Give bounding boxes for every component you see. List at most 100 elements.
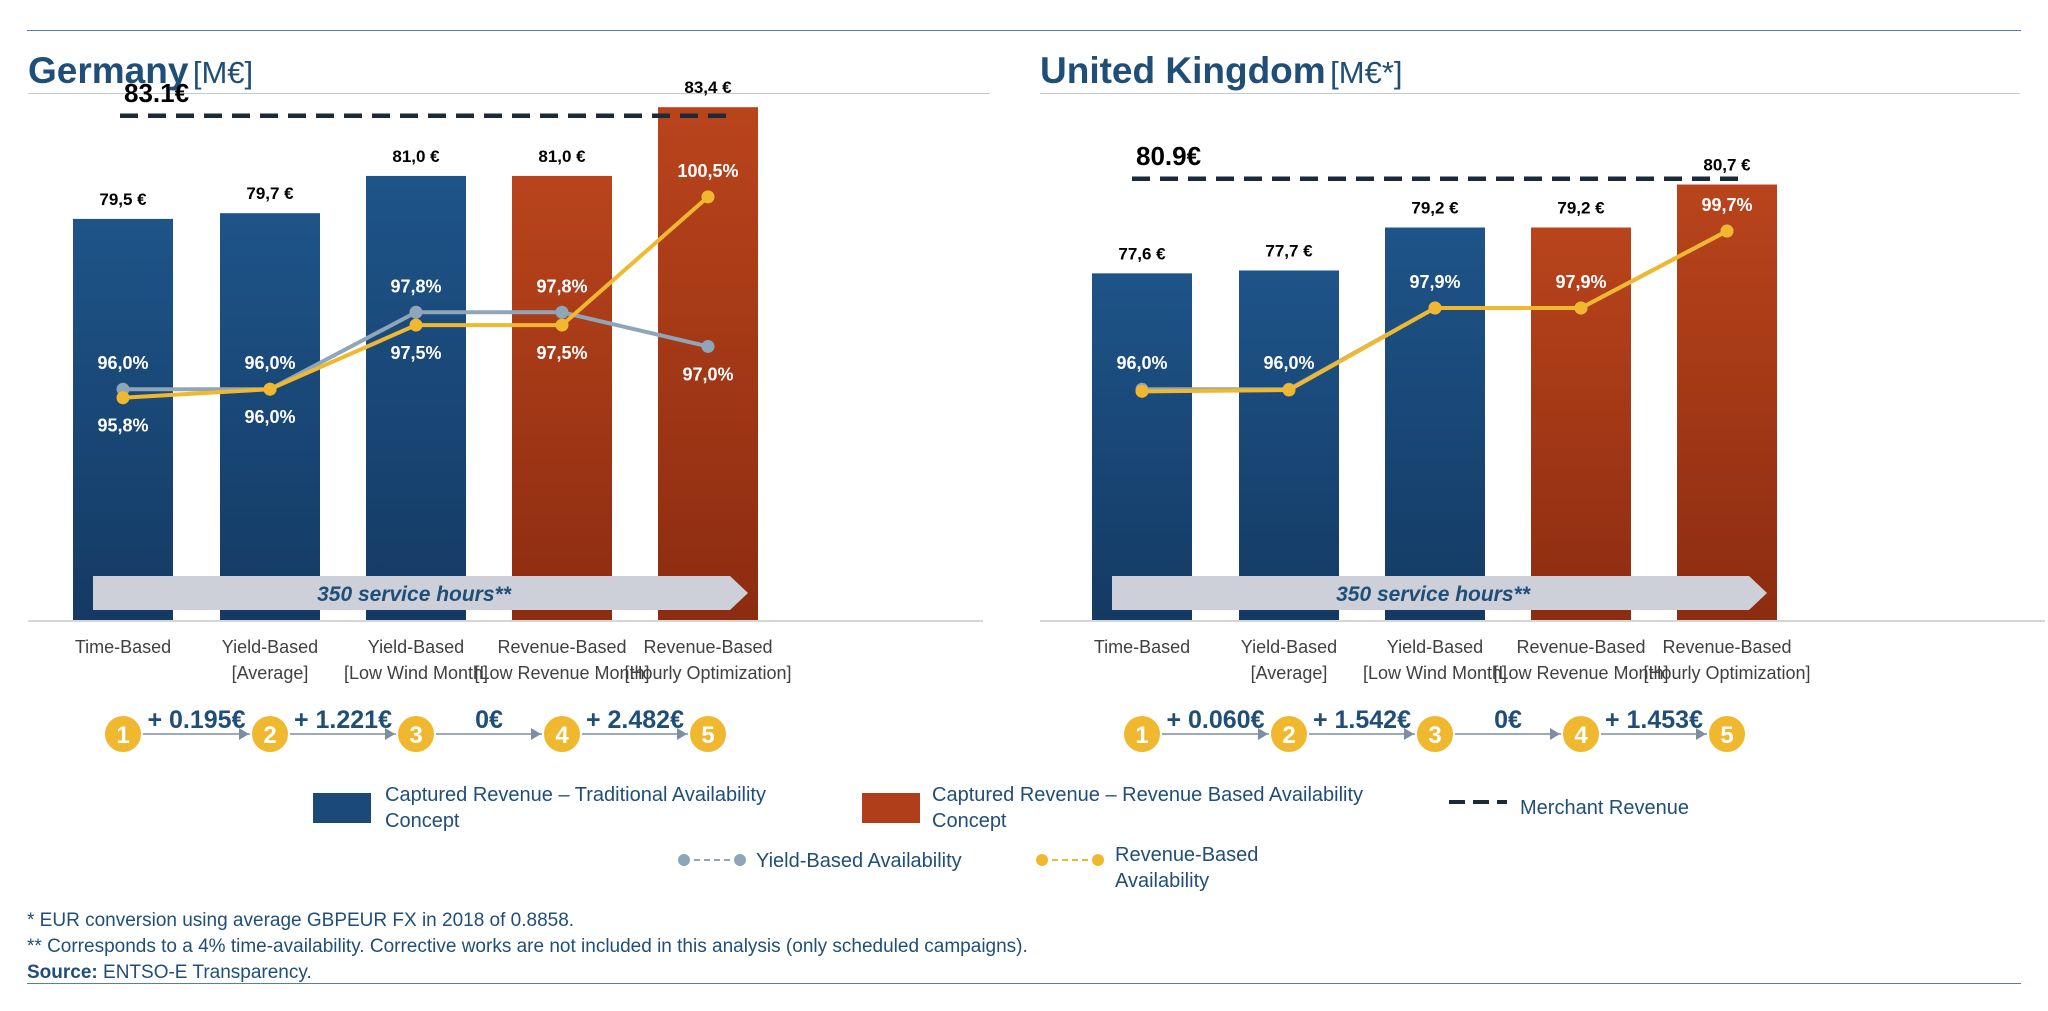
bar-value-label: 79,5 € [99,190,147,209]
germany-chart-panel: Germany [M€] 79,5 € 79,7 € 81,0 € 81,0 € 83,… [28,50,1028,754]
category-label: [Average] [1251,663,1328,683]
step-marker [396,714,436,754]
footnotes: * EUR conversion using average GBPEUR FX… [27,908,1028,986]
availability-label: 97,8% [390,276,441,296]
legend-swatch-revenue-based [862,793,920,823]
yield-availability-point [701,339,715,353]
bar-value-label: 81,0 € [538,147,586,166]
step-marker [1415,714,1455,754]
revenue-availability-point [555,318,569,332]
category-label: Yield-Based [1387,637,1483,657]
step-marker [1122,714,1162,754]
step-delta-label: + 0.195€ [147,706,245,734]
step-marker [103,714,143,754]
legend-swatch-revenue-line [1036,854,1104,866]
step-number: 3 [1428,722,1441,749]
bar-value-label: 77,6 € [1118,244,1166,263]
bar-value-label: 77,7 € [1265,241,1313,260]
availability-label: 95,8% [97,416,148,436]
panel-title-unit: [M€*] [1330,55,1403,90]
revenue-availability-point [1574,301,1588,315]
bar-revenue-based [512,175,612,620]
category-label: [Average] [232,663,309,683]
availability-label: 97,5% [390,343,441,363]
step-marker [1561,714,1601,754]
step-arrowhead [677,728,687,740]
chart-legend: Captured Revenue – Traditional Availabil… [0,760,2048,900]
availability-label: 96,0% [97,353,148,373]
source-label: Source: [27,962,98,983]
step-arrowhead [1550,728,1560,740]
bar-traditional [73,218,173,620]
category-label: Yield-Based [222,637,318,657]
revenue-availability-point [1720,224,1734,238]
title-underline [28,93,990,94]
availability-label: 96,0% [1263,353,1314,373]
availability-label: 97,5% [536,343,587,363]
category-label: Yield-Based [368,637,464,657]
bar-traditional [220,213,320,620]
footnote-source: Source: ENTSO-E Transparency. [27,960,1028,986]
category-label: Time-Based [1094,637,1190,657]
step-number: 1 [116,722,129,749]
step-arrowhead [1404,728,1414,740]
revenue-availability-point [1428,301,1442,315]
bar-value-label: 79,2 € [1411,199,1459,218]
step-delta-label: 0€ [1494,706,1522,734]
step-arrowhead [385,728,395,740]
source-value: ENTSO-E Transparency. [97,962,312,983]
step-number: 5 [701,722,714,749]
step-number: 4 [1574,722,1588,749]
category-label: [Low Wind Month] [344,663,488,683]
availability-label: 99,7% [1701,195,1752,215]
step-marker [542,714,582,754]
availability-label: 97,9% [1409,272,1460,292]
step-delta-label: + 1.453€ [1605,706,1703,734]
step-number: 3 [409,722,422,749]
availability-label: 97,0% [682,364,733,384]
legend-label-revenue-based: Captured Revenue – Revenue Based Availab… [932,784,1364,832]
category-label: Revenue-Based [1662,637,1791,657]
service-hours-band [93,576,748,610]
service-hours-label: 350 service hours** [1336,583,1531,606]
availability-label: 96,0% [1116,353,1167,373]
yield-availability-point [555,305,569,319]
bar-revenue-based [1531,227,1631,620]
category-label: Time-Based [75,637,171,657]
service-hours-band [1112,576,1767,610]
availability-label: 100,5% [677,161,738,181]
footnote-hours: ** Corresponds to a 4% time-availability… [27,936,1028,957]
step-number: 5 [1720,722,1733,749]
legend-label-revenue-line: Revenue-Based Availability [1115,844,1259,892]
bottom-rule [27,983,2021,984]
merchant-revenue-label: 83.1€ [124,78,189,108]
availability-label: 97,9% [1555,272,1606,292]
step-number: 4 [555,722,569,749]
category-label: Revenue-Based [1516,637,1645,657]
legend-swatch-traditional [313,793,371,823]
panel-title-country: Germany [28,50,189,91]
bar-traditional [1239,270,1339,620]
panel-title: Germany [M€] [28,50,253,92]
category-label: Revenue-Based [643,637,772,657]
step-arrowhead [239,728,249,740]
bar-traditional [1385,227,1485,620]
step-arrowhead [1696,728,1706,740]
revenue-availability-point [409,318,423,332]
step-number: 2 [1282,722,1295,749]
uk-bar-line-chart: 77,6 € 77,7 € 79,2 € 79,2 € 80,7 € Time-Based… [1040,141,2045,754]
step-delta-label: + 0.060€ [1166,706,1264,734]
merchant-revenue-label: 80.9€ [1136,141,1201,171]
step-delta-label: + 2.482€ [586,706,684,734]
availability-label: 97,8% [536,276,587,296]
panel-title: United Kingdom [M€*] [1040,50,1403,92]
availability-label: 96,0% [244,407,295,427]
step-arrowhead [531,728,541,740]
revenue-availability-point [116,391,130,405]
step-marker [688,714,728,754]
category-label: [Low Revenue Month] [1493,663,1668,683]
step-delta-label: + 1.542€ [1313,706,1411,734]
step-marker [1269,714,1309,754]
bar-value-label: 81,0 € [392,147,440,166]
bar-value-label: 80,7 € [1703,156,1751,175]
